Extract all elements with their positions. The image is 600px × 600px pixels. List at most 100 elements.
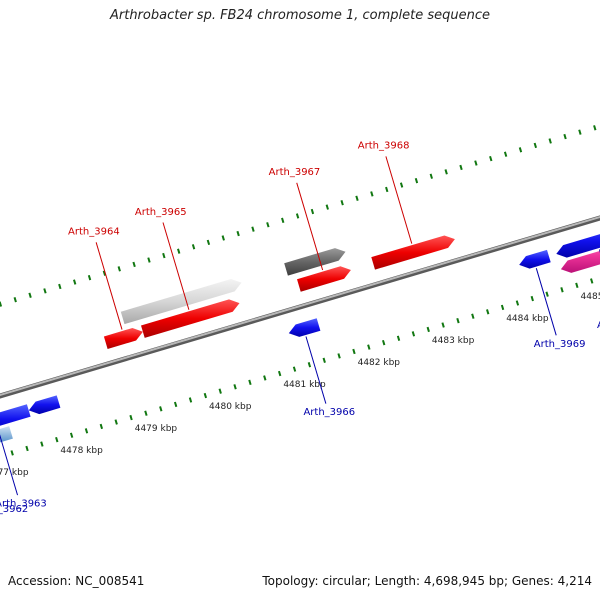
ruler-tick <box>593 125 597 131</box>
page-title: Arthrobacter sp. FB24 chromosome 1, comp… <box>109 8 491 23</box>
ruler-tick <box>337 353 341 359</box>
reverse-gene-arrow[interactable] <box>28 395 61 415</box>
ruler-tick <box>87 274 92 281</box>
ruler-tick <box>117 266 121 272</box>
reverse-gene-label[interactable]: Arth_3962 <box>0 504 28 515</box>
ruler-tick <box>515 300 520 306</box>
forward-gene-arrow[interactable] <box>297 266 351 292</box>
ruler-tick <box>474 160 478 166</box>
reverse-gene-label[interactable]: Arth_3963 <box>0 499 47 510</box>
ruler-tick <box>203 392 208 399</box>
ruler-tick <box>489 155 493 162</box>
reverse-gene-arrow[interactable] <box>519 249 551 269</box>
labels-layer: 4477 kbp 4478 kbp 4479 kbp 4480 kbp 4481 kbp… <box>0 141 600 515</box>
ruler-tick <box>147 257 151 263</box>
reverse-gene-arrow[interactable] <box>0 404 31 434</box>
scale-tick-label: 4482 kbp <box>358 358 401 368</box>
forward-gene-arrow[interactable] <box>103 328 143 349</box>
forward-gene-label[interactable]: Arth_3964 <box>68 227 120 238</box>
reverse-gene-leader <box>535 268 557 336</box>
ruler-tick <box>25 445 29 452</box>
ruler-tick <box>236 230 240 237</box>
reverse-gene-arrow[interactable] <box>560 239 600 273</box>
forward-gene-arrow[interactable] <box>120 279 242 325</box>
ruler-tick <box>325 204 329 210</box>
reverse-gene-arrow[interactable] <box>288 318 321 337</box>
forward-gene-leader <box>162 222 190 310</box>
ruler-tick <box>233 384 237 390</box>
ruler-tick <box>43 288 47 294</box>
backbone-layer <box>0 215 600 399</box>
ruler-tick <box>560 287 564 293</box>
ruler-tick <box>429 173 433 179</box>
ruler-tick <box>322 357 326 363</box>
ruler-tick <box>206 239 211 246</box>
ruler-tick <box>396 335 401 341</box>
ruler-tick <box>548 138 552 144</box>
ruler-tick <box>99 423 104 430</box>
forward-gene-leader <box>296 182 324 271</box>
reverse-gene-label[interactable]: Arth_3966 <box>303 407 355 418</box>
ruler-tick <box>441 322 445 328</box>
ruler-tick <box>177 248 181 254</box>
ruler-tick <box>578 129 582 135</box>
ruler-tick <box>40 441 44 447</box>
ruler-tick <box>102 270 107 276</box>
ruler-tick <box>132 261 136 268</box>
ruler-tick <box>426 326 430 333</box>
ruler-tick <box>399 182 404 188</box>
ruler-tick <box>340 200 344 206</box>
ruler-tick <box>266 222 270 228</box>
forward-gene-leader <box>385 156 413 244</box>
forward-gene-arrow[interactable] <box>141 299 240 338</box>
genome-summary-text: Topology: circular; Length: 4,698,945 bp… <box>262 574 592 588</box>
forward-gene-arrow[interactable] <box>371 235 455 270</box>
forward-gene-label[interactable]: Arth_3967 <box>269 167 321 178</box>
ruler-tick <box>590 278 594 284</box>
ruler-tick <box>55 436 59 443</box>
ruler-tick <box>28 292 32 298</box>
scale-tick-label: 4485 kbp <box>581 292 600 302</box>
scale-tick-label: 4479 kbp <box>135 424 178 434</box>
genes-layer <box>0 223 600 454</box>
ruler-tick <box>414 177 419 184</box>
ruler-tick <box>84 428 89 434</box>
ruler-tick <box>533 142 538 149</box>
ruler-tick <box>13 297 17 303</box>
forward-gene-arrow[interactable] <box>284 248 346 276</box>
ruler-tick <box>459 164 463 171</box>
reverse-gene-label[interactable]: Arth_3970 <box>597 320 600 331</box>
ruler-tick <box>162 252 166 259</box>
scale-tick-label: 4481 kbp <box>283 380 326 390</box>
ruler-tick <box>486 309 490 315</box>
ruler-tick <box>545 291 549 297</box>
ruler-tick <box>295 213 300 219</box>
ruler-tick <box>248 379 252 386</box>
ruler-tick <box>218 388 222 394</box>
ruler-tick <box>10 450 14 456</box>
scale-tick-label: 4483 kbp <box>432 336 475 346</box>
ruler-tick <box>188 397 193 403</box>
reverse-gene-arrow[interactable] <box>556 223 600 258</box>
reverse-gene-leader <box>0 434 19 496</box>
forward-gene-leader <box>95 242 123 330</box>
ruler-tick <box>530 295 534 302</box>
ruler-tick <box>382 339 386 346</box>
scale-tick-label: 4484 kbp <box>506 314 549 324</box>
ruler-tick <box>277 370 282 377</box>
accession-text: Accession: NC_008541 <box>8 574 145 588</box>
ruler-tick <box>0 301 3 307</box>
ruler-tick <box>355 195 359 201</box>
forward-gene-label[interactable]: Arth_3968 <box>358 141 410 152</box>
reverse-gene-arrow[interactable] <box>0 426 13 454</box>
ruler-tick <box>563 133 567 140</box>
ruler-tick <box>503 151 508 157</box>
ruler-tick <box>69 432 74 438</box>
ruler-tick <box>129 414 133 421</box>
ruler-tick <box>444 169 448 175</box>
ruler-lower <box>10 278 594 456</box>
ruler-tick <box>159 406 163 412</box>
ruler-tick <box>144 410 148 416</box>
reverse-gene-label[interactable]: Arth_3969 <box>534 339 586 350</box>
forward-gene-label[interactable]: Arth_3965 <box>135 207 187 218</box>
